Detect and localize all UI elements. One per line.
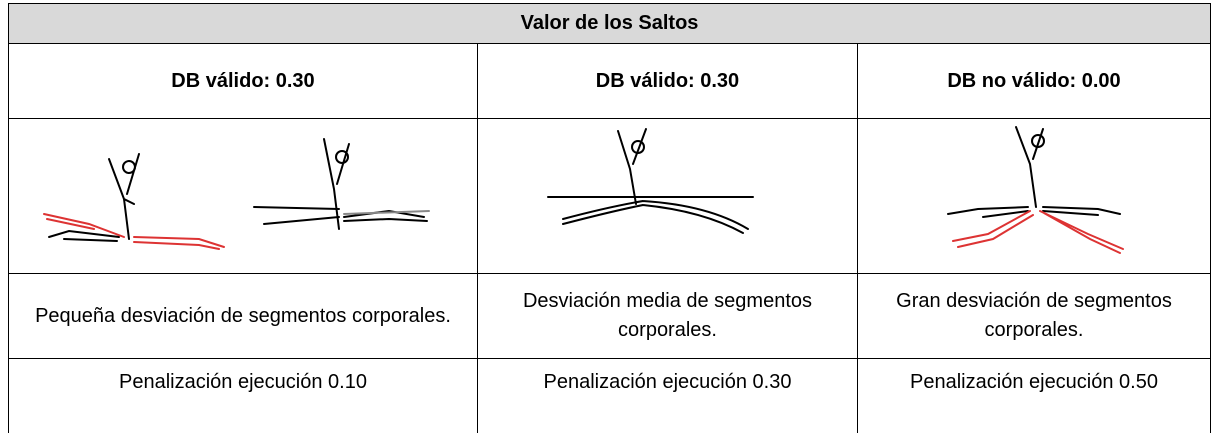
image-cell (9, 119, 478, 274)
gymnast-illustration (478, 119, 858, 273)
image-cell (858, 119, 1211, 274)
description: Desviación media de segmentos corporales… (478, 274, 858, 359)
penalty: Penalización ejecución 0.50 (858, 359, 1211, 433)
penalty: Penalización ejecución 0.30 (478, 359, 858, 433)
table-title: Valor de los Saltos (9, 4, 1211, 44)
column-header: DB no válido: 0.00 (858, 44, 1211, 119)
penalty: Penalización ejecución 0.10 (9, 359, 478, 433)
column-header: DB válido: 0.30 (478, 44, 858, 119)
column-header: DB válido: 0.30 (9, 44, 478, 119)
page: Valor de los Saltos DB válido: 0.30 DB v… (0, 0, 1214, 421)
description: Gran desviación de segmentos corporales. (858, 274, 1211, 359)
gymnast-illustration (9, 119, 478, 273)
description: Pequeña desviación de segmentos corporal… (9, 274, 478, 359)
jump-table: Valor de los Saltos DB válido: 0.30 DB v… (8, 3, 1211, 433)
image-cell (478, 119, 858, 274)
gymnast-illustration (858, 119, 1211, 273)
